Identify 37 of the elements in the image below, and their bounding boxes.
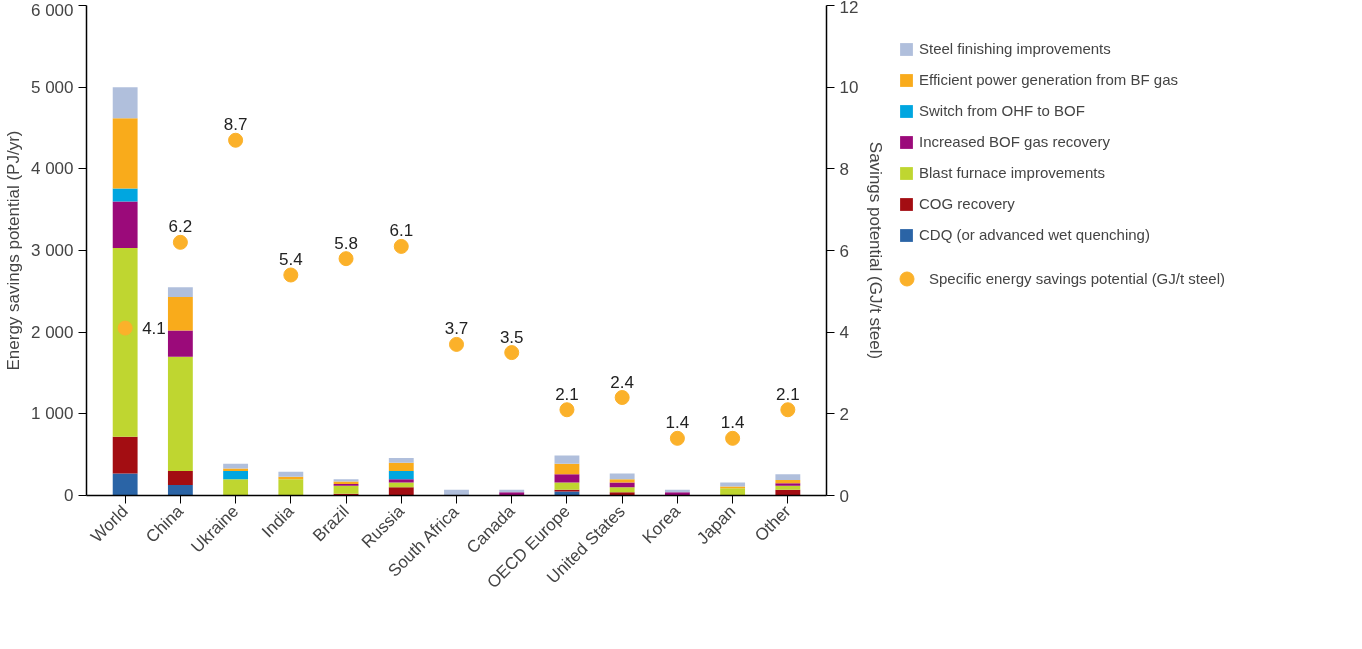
y-tick-label: 1 000: [30, 404, 74, 424]
y-tick-label: 4 000: [30, 159, 74, 179]
data-label: 1.4: [665, 413, 690, 433]
legend-label: Increased BOF gas recovery: [919, 133, 1110, 150]
legend-label: Efficient power generation from BF gas: [919, 71, 1179, 88]
data-label: 2.1: [776, 384, 800, 404]
data-label: 6.2: [168, 217, 193, 237]
y-axis-title: Energy savings potential (PJ/yr): [3, 130, 23, 371]
data-label: 6.1: [389, 221, 414, 241]
y2-tick-label: 10: [839, 78, 859, 98]
y-tick-label: 3 000: [30, 241, 74, 260]
y-tick-label: 2 000: [30, 322, 74, 342]
data-label: 1.4: [720, 413, 745, 433]
legend-label: CDQ (or advanced wet quenching): [919, 226, 1150, 243]
data-label: 5.4: [279, 250, 303, 269]
legend-label: COG recovery: [919, 195, 1015, 212]
y2-tick-label: 8: [839, 159, 849, 179]
data-label: 2.1: [555, 384, 579, 404]
y-tick-label: 0: [64, 486, 74, 505]
legend-label: Steel finishing improvements: [919, 40, 1111, 57]
y-tick-label: 5 000: [30, 77, 74, 97]
y2-axis-title: Savings potential (GJ/t steel): [866, 141, 886, 360]
data-label: 3.5: [499, 327, 524, 347]
y2-tick-label: 12: [839, 0, 859, 17]
data-label: 3.7: [444, 319, 469, 339]
data-label: 2.4: [610, 372, 634, 392]
y2-tick-label: 4: [839, 323, 849, 343]
legend-label: Blast furnace improvements: [919, 164, 1105, 181]
y-tick-label: 6 000: [30, 0, 74, 20]
y2-tick-label: 2: [839, 404, 849, 424]
data-label: 8.7: [223, 115, 248, 135]
legend-label: Specific energy savings potential (GJ/t steel): [929, 270, 1225, 287]
y2-tick-label: 6: [839, 241, 849, 261]
y2-tick-label: 0: [839, 486, 849, 506]
legend-label: Switch from OHF to BOF: [919, 102, 1085, 119]
data-label: 4.1: [142, 319, 166, 339]
data-label: 5.8: [334, 233, 358, 253]
